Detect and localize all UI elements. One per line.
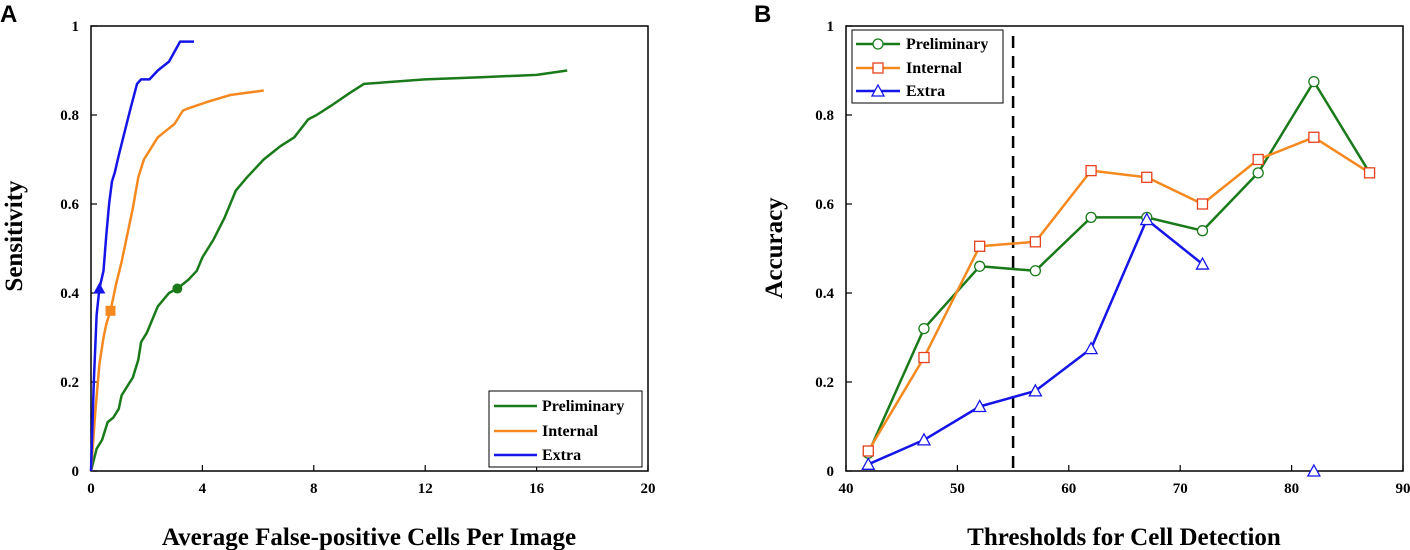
panel-a-x-axis-title: Average False-positive Cells Per Image bbox=[162, 524, 576, 550]
panel-b-x-tick-label: 70 bbox=[1173, 481, 1188, 497]
panel-b-y-tick-label: 0.6 bbox=[815, 197, 834, 213]
panel-a-x-tick-label: 0 bbox=[87, 481, 95, 497]
panel-a-letter: A bbox=[0, 1, 17, 28]
panel-a-legend: Preliminary Internal Extra bbox=[488, 390, 643, 468]
panel-a-preliminary-line bbox=[89, 69, 568, 472]
panel-b-y-tick-label: 0 bbox=[827, 464, 835, 480]
panel-b-y-tick-label: 0.2 bbox=[815, 375, 834, 391]
panel-b-preliminary-data-point bbox=[1085, 211, 1097, 224]
legend-b-internal-label: Internal bbox=[906, 60, 963, 77]
panel-b-preliminary-line bbox=[867, 80, 1371, 454]
panel-b-extra-data-point bbox=[1195, 256, 1210, 270]
panel-a-y-tick-label: 0 bbox=[72, 464, 80, 480]
panel-b-internal-data-point bbox=[974, 240, 986, 252]
panel-b-y-tick-label: 0.8 bbox=[815, 108, 834, 124]
panel-b-x-axis-title: Thresholds for Cell Detection bbox=[967, 524, 1281, 550]
panel-b-y-axis-title: Accuracy bbox=[761, 197, 788, 299]
legend-a-extra-label: Extra bbox=[542, 447, 581, 464]
panel-b-x-tick-label: 40 bbox=[839, 481, 854, 497]
panel-b-x-tick-label: 90 bbox=[1396, 481, 1410, 497]
panel-b-x-tick-label: 60 bbox=[1061, 481, 1076, 497]
legend-b-preliminary-marker bbox=[872, 38, 884, 50]
panel-a-extra-highlight-marker bbox=[93, 282, 106, 294]
panel-b-x-tick-label: 80 bbox=[1284, 481, 1299, 497]
panel-b-extra-data-point bbox=[1139, 212, 1154, 226]
panel-b-preliminary-data-point bbox=[974, 260, 986, 272]
panel-b-x-tick-label: 50 bbox=[950, 481, 965, 497]
panel-b-internal-data-point bbox=[1196, 198, 1209, 210]
panel-a-internal-highlight-marker bbox=[105, 305, 116, 316]
panel-b-extra-data-point bbox=[861, 456, 876, 470]
panel-b-plot-frame bbox=[845, 25, 1404, 472]
legend-b-preliminary-label: Preliminary bbox=[906, 36, 988, 53]
panel-b-preliminary-data-point bbox=[918, 322, 930, 335]
panel-b-extra-data-point bbox=[1028, 383, 1043, 397]
panel-b-y-tick-label: 0.4 bbox=[815, 286, 834, 302]
panel-b-preliminary-data-point bbox=[1252, 167, 1264, 179]
panel-b-extra-data-point bbox=[916, 432, 932, 446]
panel-a-y-tick-label: 0.6 bbox=[60, 197, 79, 213]
panel-b-preliminary-data-point bbox=[1196, 225, 1209, 237]
panel-b-extra-data-point bbox=[972, 399, 987, 413]
panel-a-plot-frame bbox=[90, 25, 649, 472]
legend-b-internal-marker bbox=[872, 62, 884, 74]
panel-b-internal-line bbox=[867, 136, 1371, 452]
panel-b-extra-data-point bbox=[1306, 463, 1321, 477]
panel-b-internal-data-point bbox=[1363, 167, 1376, 179]
panel-a-x-tick-label: 8 bbox=[310, 481, 318, 497]
legend-b-extra-label: Extra bbox=[906, 83, 945, 100]
legend-a-preliminary-label: Preliminary bbox=[542, 398, 624, 415]
panel-a-y-tick-label: 0.8 bbox=[60, 108, 79, 124]
panel-b-preliminary-data-point bbox=[1029, 265, 1042, 277]
panel-b-internal-data-point bbox=[1141, 171, 1153, 183]
panel-a-x-tick-label: 20 bbox=[641, 481, 656, 497]
panel-b-preliminary-data-point bbox=[1308, 75, 1320, 88]
panel-a-internal-line bbox=[89, 89, 264, 472]
panel-a-x-tick-label: 4 bbox=[199, 481, 207, 497]
panel-b-internal-data-point bbox=[862, 445, 874, 457]
panel-b-letter: B bbox=[754, 1, 771, 28]
panel-a-y-tick-label: 1 bbox=[72, 19, 80, 35]
panel-a-x-tick-label: 12 bbox=[418, 481, 433, 497]
panel-b-internal-data-point bbox=[1029, 236, 1042, 248]
panel-a-y-tick-label: 0.2 bbox=[60, 375, 79, 391]
panel-b-y-tick-label: 1 bbox=[827, 19, 835, 35]
panel-b-internal-data-point bbox=[918, 351, 930, 364]
panel-b-internal-data-point bbox=[1085, 164, 1097, 177]
panel-a-extra-line bbox=[89, 40, 194, 472]
panel-a-preliminary-highlight-marker bbox=[172, 283, 183, 294]
panel-b-extra-data-point bbox=[1083, 341, 1099, 355]
legend-b-extra-marker bbox=[870, 83, 886, 97]
panel-a-y-axis-title: Sensitivity bbox=[1, 180, 28, 292]
panel-b-internal-data-point bbox=[1308, 131, 1320, 143]
panel-b-internal-data-point bbox=[1252, 153, 1264, 166]
panel-a-y-tick-label: 0.4 bbox=[60, 286, 79, 302]
legend-a-internal-label: Internal bbox=[542, 423, 599, 440]
panel-b-legend: Preliminary Internal Extra bbox=[851, 29, 1004, 104]
panel-b-chart: 40 50 60 70 80 90 0 0.2 0.4 0.6 0.8 1 Thresholds fo… bbox=[761, 19, 1410, 550]
panel-a-chart: 0 4 8 12 16 20 0 0.2 0.4 0.6 0.8 1 Average False-po… bbox=[1, 19, 656, 550]
panel-a-x-tick-label: 16 bbox=[529, 481, 545, 497]
